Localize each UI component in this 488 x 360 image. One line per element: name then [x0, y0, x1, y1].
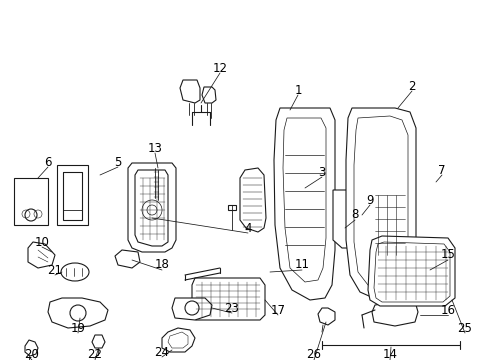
Polygon shape	[14, 178, 48, 225]
Polygon shape	[28, 242, 55, 268]
Text: 11: 11	[294, 258, 309, 271]
Polygon shape	[25, 340, 38, 356]
Polygon shape	[135, 170, 168, 246]
Text: 17: 17	[270, 303, 285, 316]
Text: 26: 26	[306, 348, 321, 360]
Text: 9: 9	[366, 194, 373, 207]
Text: 15: 15	[440, 248, 454, 261]
Text: 20: 20	[24, 348, 40, 360]
Polygon shape	[346, 108, 415, 300]
Text: 25: 25	[457, 321, 471, 334]
Text: 24: 24	[154, 346, 169, 359]
Text: 22: 22	[87, 348, 102, 360]
Text: 5: 5	[114, 156, 122, 168]
Polygon shape	[383, 265, 439, 302]
Text: 10: 10	[35, 235, 49, 248]
Circle shape	[184, 301, 199, 315]
Text: 8: 8	[350, 208, 358, 221]
Polygon shape	[115, 250, 140, 268]
Polygon shape	[192, 278, 264, 320]
Text: 2: 2	[407, 80, 415, 93]
Text: 6: 6	[44, 156, 52, 168]
Text: 1: 1	[294, 84, 301, 96]
Text: 4: 4	[244, 221, 251, 234]
Polygon shape	[57, 165, 88, 225]
Polygon shape	[240, 168, 265, 232]
Text: 12: 12	[212, 62, 227, 75]
Polygon shape	[180, 80, 200, 103]
Text: 14: 14	[382, 348, 397, 360]
Text: 16: 16	[440, 303, 454, 316]
Polygon shape	[63, 172, 82, 220]
Polygon shape	[172, 298, 212, 320]
Text: 13: 13	[147, 141, 162, 154]
Polygon shape	[227, 205, 236, 210]
Text: 18: 18	[154, 258, 169, 271]
Text: 19: 19	[70, 321, 85, 334]
Polygon shape	[332, 190, 354, 248]
Ellipse shape	[61, 263, 89, 281]
Polygon shape	[371, 302, 417, 326]
Polygon shape	[168, 332, 187, 348]
Polygon shape	[317, 308, 334, 325]
Polygon shape	[273, 108, 334, 300]
Text: 21: 21	[47, 264, 62, 276]
Polygon shape	[48, 298, 108, 328]
Polygon shape	[128, 163, 176, 252]
Circle shape	[70, 305, 86, 321]
Polygon shape	[92, 335, 105, 348]
Polygon shape	[367, 236, 454, 306]
Text: 3: 3	[318, 166, 325, 179]
Text: 23: 23	[224, 302, 239, 315]
Text: 7: 7	[437, 163, 445, 176]
Polygon shape	[162, 328, 195, 352]
Polygon shape	[202, 87, 216, 103]
